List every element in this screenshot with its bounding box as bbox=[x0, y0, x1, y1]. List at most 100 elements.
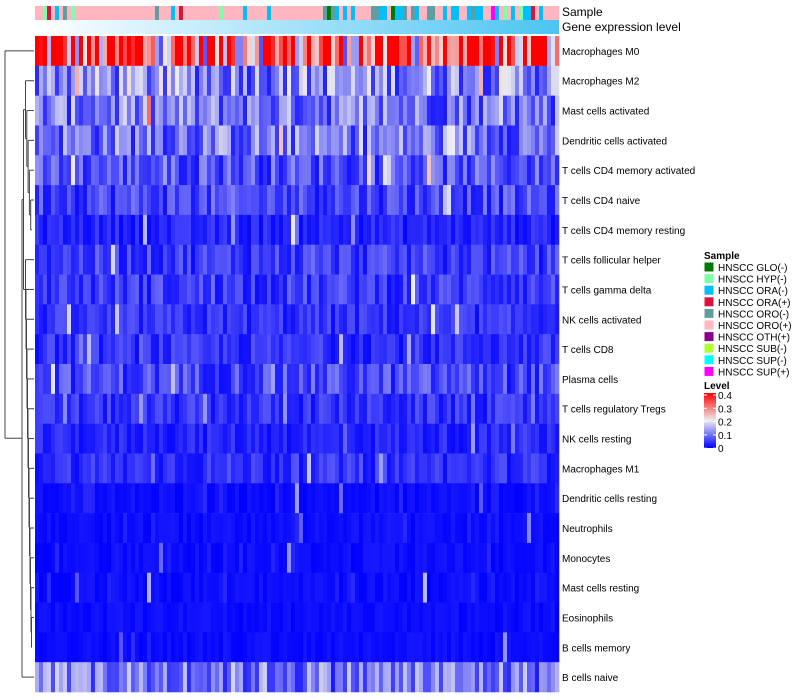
heatmap-cell bbox=[419, 214, 424, 246]
heatmap-cell bbox=[103, 274, 108, 305]
heatmap-cell bbox=[531, 453, 536, 484]
heatmap-cell bbox=[547, 214, 552, 246]
heatmap-cell bbox=[459, 36, 464, 67]
heatmap-cell bbox=[435, 65, 440, 96]
heatmap-cell bbox=[271, 453, 276, 484]
heatmap-cell bbox=[195, 572, 200, 603]
heatmap-cell bbox=[55, 214, 60, 246]
heatmap-cell bbox=[339, 483, 344, 514]
heatmap-cell bbox=[467, 393, 472, 424]
heatmap-cell bbox=[383, 513, 388, 544]
heatmap-cell bbox=[259, 36, 264, 67]
heatmap-cell bbox=[411, 393, 416, 424]
heatmap-cell bbox=[219, 662, 224, 693]
heatmap-cell bbox=[131, 542, 136, 574]
heatmap-cell bbox=[503, 214, 508, 246]
heatmap-cell bbox=[227, 453, 232, 484]
heatmap-cell bbox=[235, 65, 240, 96]
heatmap-cell bbox=[367, 185, 372, 216]
heatmap-cell bbox=[371, 125, 376, 156]
heatmap-cell bbox=[555, 36, 560, 67]
heatmap-cell bbox=[227, 483, 232, 514]
heatmap-cell bbox=[411, 542, 416, 574]
heatmap-cell bbox=[447, 36, 452, 67]
heatmap-cell bbox=[163, 453, 168, 484]
heatmap-cell bbox=[255, 572, 260, 603]
heatmap-cell bbox=[315, 423, 320, 454]
heatmap-cell bbox=[543, 542, 548, 574]
sample-annotation-cell bbox=[531, 6, 536, 20]
heatmap-cell bbox=[191, 423, 196, 454]
heatmap-cell bbox=[323, 423, 328, 454]
heatmap-cell bbox=[183, 513, 188, 544]
heatmap-cell bbox=[507, 274, 512, 305]
heatmap-cell bbox=[415, 662, 420, 693]
sample-annotation-cell bbox=[415, 6, 420, 20]
heatmap-cell bbox=[175, 602, 180, 633]
heatmap-cell bbox=[403, 364, 408, 395]
heatmap-cell bbox=[167, 602, 172, 633]
heatmap-cell bbox=[199, 244, 204, 275]
heatmap-cell bbox=[55, 453, 60, 484]
heatmap-cell bbox=[143, 662, 148, 693]
heatmap-cell bbox=[143, 483, 148, 514]
heatmap-cell bbox=[175, 304, 180, 335]
heatmap-cell bbox=[167, 364, 172, 395]
heatmap-cell bbox=[195, 155, 200, 186]
heatmap-cell bbox=[99, 65, 104, 96]
heatmap-cell bbox=[251, 393, 256, 424]
heatmap-cell bbox=[475, 602, 480, 633]
heatmap-cell bbox=[243, 125, 248, 156]
heatmap-cell bbox=[227, 125, 232, 156]
heatmap-cell bbox=[183, 155, 188, 186]
heatmap-cell bbox=[439, 423, 444, 454]
heatmap-cell bbox=[315, 513, 320, 544]
heatmap-cell bbox=[51, 185, 56, 216]
sample-annotation-cell bbox=[339, 6, 344, 20]
heatmap-cell bbox=[379, 185, 384, 216]
sample-annotation-cell bbox=[279, 6, 284, 20]
heatmap-cell bbox=[435, 185, 440, 216]
heatmap-cell bbox=[275, 483, 280, 514]
heatmap-cell bbox=[167, 65, 172, 96]
heatmap-cell bbox=[511, 423, 516, 454]
heatmap-cell bbox=[43, 513, 48, 544]
heatmap-cell bbox=[303, 334, 308, 365]
heatmap-cell bbox=[443, 304, 448, 335]
heatmap-cell bbox=[91, 304, 96, 335]
legend-swatch bbox=[703, 342, 715, 354]
heatmap-cell bbox=[443, 334, 448, 365]
heatmap-cell bbox=[303, 185, 308, 216]
heatmap-cell bbox=[395, 214, 400, 246]
heatmap-cell bbox=[147, 453, 152, 484]
heatmap-cell bbox=[363, 393, 368, 424]
heatmap-cell bbox=[515, 632, 520, 663]
heatmap-cell bbox=[123, 393, 128, 424]
heatmap-cell bbox=[215, 453, 220, 484]
heatmap-cell bbox=[135, 65, 140, 96]
heatmap-cell bbox=[151, 125, 156, 156]
heatmap-cell bbox=[287, 513, 292, 544]
heatmap-cell bbox=[79, 542, 84, 574]
heatmap-cell bbox=[303, 572, 308, 603]
heatmap-cell bbox=[427, 572, 432, 603]
heatmap-cell bbox=[331, 542, 336, 574]
heatmap-cell bbox=[47, 364, 52, 395]
heatmap-cell bbox=[367, 572, 372, 603]
heatmap-cell bbox=[219, 125, 224, 156]
heatmap-cell bbox=[167, 125, 172, 156]
heatmap-cell bbox=[255, 453, 260, 484]
heatmap-cell bbox=[395, 304, 400, 335]
heatmap-cell bbox=[55, 423, 60, 454]
heatmap-cell bbox=[435, 662, 440, 693]
heatmap-cell bbox=[379, 244, 384, 275]
heatmap-cell bbox=[283, 572, 288, 603]
heatmap-cell bbox=[515, 572, 520, 603]
heatmap-cell bbox=[47, 185, 52, 216]
heatmap-cell bbox=[227, 632, 232, 663]
heatmap-cell bbox=[283, 36, 288, 67]
heatmap-cell bbox=[323, 65, 328, 96]
heatmap-cell bbox=[491, 423, 496, 454]
sample-annotation-cell bbox=[275, 6, 280, 20]
heatmap-cell bbox=[147, 155, 152, 186]
